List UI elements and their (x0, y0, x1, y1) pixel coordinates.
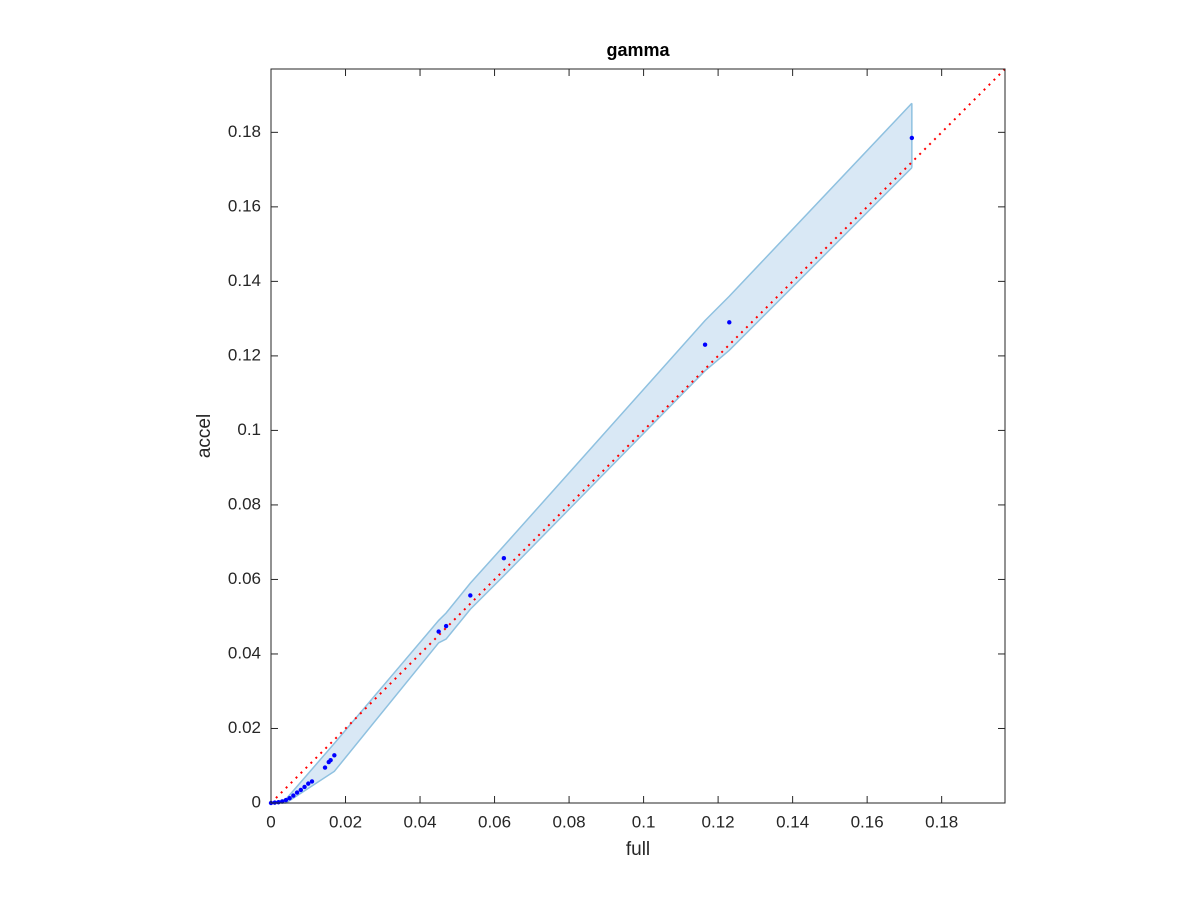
data-point (283, 797, 289, 803)
plot-box (270, 68, 1006, 804)
x-tick-label: 0.06 (478, 812, 511, 831)
data-point (287, 795, 292, 801)
data-point (309, 779, 315, 784)
chart-title: gamma (606, 40, 670, 60)
y-axis-label: accel (194, 414, 215, 458)
x-tick-label: 0.04 (403, 812, 436, 831)
data-point (436, 629, 441, 634)
y-tick-label: 0 (252, 792, 261, 811)
x-tick-label: 0 (266, 812, 275, 831)
data-point (298, 787, 304, 793)
data-point (306, 781, 311, 786)
x-tick-label: 0.14 (776, 812, 809, 831)
band-lower-edge (271, 167, 913, 804)
data-point (501, 556, 507, 561)
y-tick-label: 0.04 (228, 643, 261, 662)
x-tick-label: 0.1 (632, 812, 656, 831)
data-point (291, 793, 296, 798)
y-tick-label: 0.12 (228, 345, 261, 364)
x-tick-label: 0.18 (925, 812, 958, 831)
data-point (702, 342, 708, 347)
y-tick-label: 0.14 (228, 271, 261, 290)
data-point (332, 753, 337, 758)
data-point (322, 765, 328, 770)
identity-line (270, 68, 1006, 804)
data-point (727, 320, 732, 325)
band-upper-edge (270, 102, 913, 804)
y-tick-label: 0.18 (228, 122, 261, 141)
y-tick-label: 0.08 (228, 494, 261, 513)
x-tick-label: 0.08 (553, 812, 586, 831)
data-point (443, 623, 449, 629)
x-axis-label: full (626, 839, 650, 860)
data-point (909, 135, 915, 141)
data-point (328, 757, 333, 763)
y-tick-label: 0.06 (228, 569, 261, 588)
y-tick-label: 0.02 (228, 718, 261, 737)
data-point (468, 593, 473, 598)
data-point (302, 784, 307, 790)
x-tick-label: 0.02 (329, 812, 362, 831)
data-point (276, 800, 281, 805)
x-tick-label: 0.12 (702, 812, 735, 831)
confidence-band (271, 103, 912, 803)
y-tick-label: 0.16 (228, 196, 261, 215)
data-point (294, 790, 300, 795)
x-tick-label: 0.16 (851, 812, 884, 831)
y-tick-label: 0.1 (237, 420, 261, 439)
